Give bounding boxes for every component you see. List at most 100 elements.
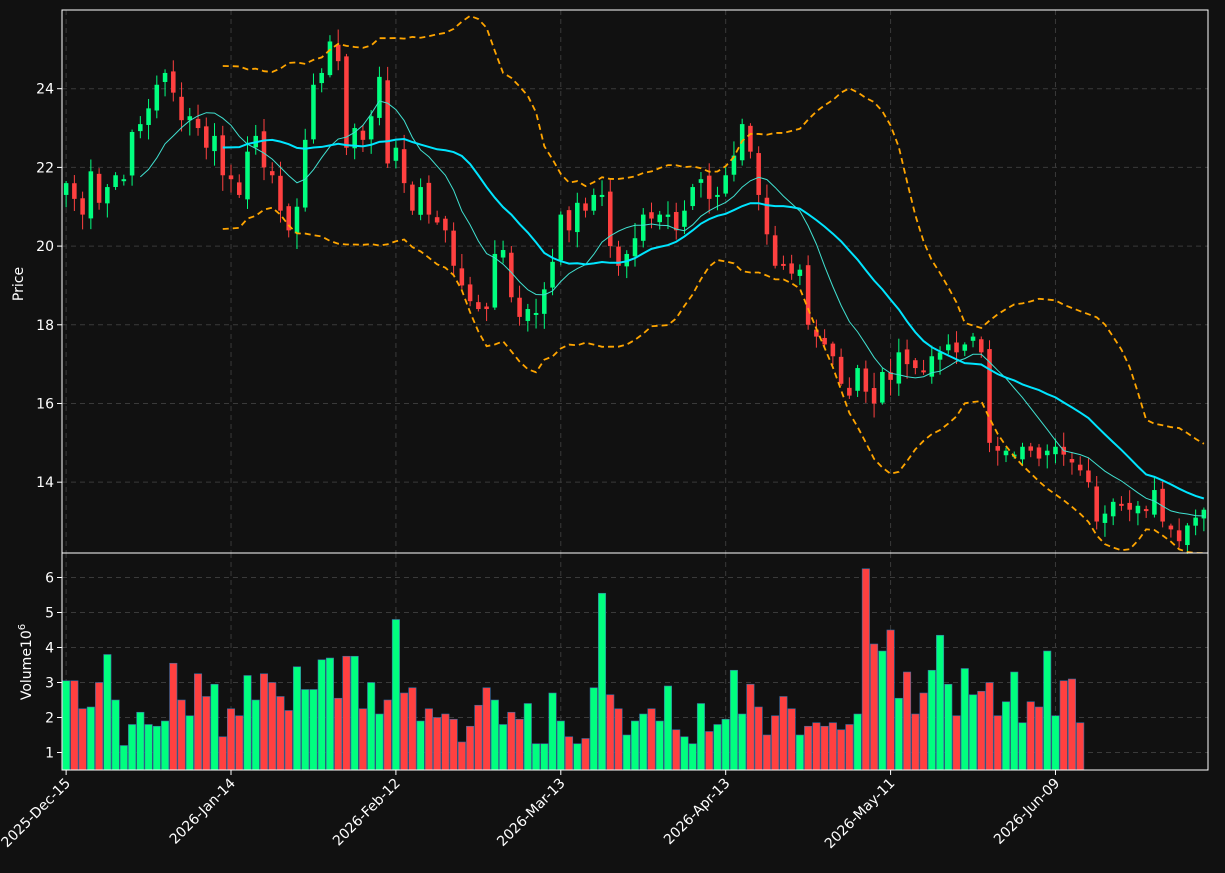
candle-body (665, 214, 671, 217)
volume-bar (878, 650, 887, 771)
volume-bar (565, 736, 574, 771)
candle-body (377, 76, 382, 118)
candle-body (105, 187, 110, 204)
candle-body (1028, 446, 1034, 451)
volume-bar (194, 673, 203, 771)
volume-bar (655, 720, 664, 771)
candle-body (344, 56, 349, 148)
candle-body (1127, 502, 1132, 510)
volume-bar (474, 704, 483, 771)
volume-bar (845, 724, 854, 771)
volume-bar (1018, 722, 1027, 771)
volume-bar (795, 734, 804, 771)
volume-bar (284, 710, 293, 771)
candle-body (904, 349, 910, 365)
candle-body (583, 203, 588, 211)
candle-body (418, 187, 423, 215)
volume-bar (185, 715, 194, 771)
candle-body (1176, 530, 1182, 542)
volume-bar (301, 689, 310, 771)
volume-bar (490, 699, 499, 771)
candle-body (764, 197, 770, 235)
volume-bar (771, 715, 780, 771)
volume-bar (119, 745, 128, 771)
volume-tick-label: 3 (45, 676, 54, 692)
bollinger-lower-line (222, 206, 1204, 553)
volume-bar (235, 715, 244, 771)
price-tick-label: 18 (36, 318, 54, 334)
volume-bar (573, 743, 582, 771)
volume-bar (680, 736, 689, 771)
candle-body (706, 175, 712, 199)
indicator-overlays (139, 14, 1205, 553)
candle-body (121, 179, 127, 182)
volume-bar (408, 687, 417, 771)
volume-bar (787, 708, 796, 771)
volume-axis-scale-exp: 6 (17, 624, 28, 630)
volume-bar (78, 708, 87, 771)
candle-body (772, 235, 778, 266)
candle-body (162, 72, 168, 82)
volume-bar (1010, 671, 1019, 771)
candle-body (509, 252, 514, 298)
candle-body (459, 268, 465, 286)
volume-bar (144, 724, 153, 771)
volume-bar (507, 711, 516, 771)
candle-body (1036, 447, 1042, 459)
candle-body (607, 191, 613, 247)
candle-body (888, 372, 893, 380)
volume-bar (103, 654, 112, 771)
volume-bar (309, 689, 318, 771)
volume-bar (952, 715, 961, 771)
candle-body (171, 71, 176, 93)
volume-bar (334, 697, 343, 771)
volume-bar (762, 734, 771, 771)
candle-body (1143, 509, 1149, 512)
candle-body (154, 84, 160, 111)
candle-body (146, 108, 151, 125)
volume-bar (969, 694, 978, 771)
candle-body (921, 370, 926, 373)
candle-body (575, 202, 580, 233)
volume-bar (746, 683, 755, 771)
candle-body (525, 309, 531, 321)
volume-bar (820, 725, 829, 771)
moving-average-fast-line (139, 100, 1204, 517)
candle-body (929, 356, 935, 377)
candle-body (319, 72, 324, 84)
candle-body (517, 297, 522, 317)
candle-body (690, 187, 695, 207)
candle-body (360, 130, 366, 140)
price-tick-label: 16 (36, 396, 54, 412)
candle-body (542, 289, 547, 314)
candle-body (805, 265, 811, 325)
candle-body (335, 44, 341, 62)
candle-body (599, 194, 605, 197)
candle-body (410, 184, 415, 211)
candle-body (698, 179, 704, 183)
candle-body (278, 175, 283, 211)
volume-bar (688, 743, 697, 771)
candle-body (327, 41, 333, 76)
candle-body (294, 206, 300, 234)
volume-bar (622, 734, 631, 771)
candle-body (1119, 503, 1124, 506)
volume-bar (1026, 701, 1035, 771)
volume-bar (70, 680, 79, 771)
candle-body (657, 214, 663, 223)
volume-bar (581, 738, 590, 771)
volume-bar (375, 713, 384, 771)
volume-bar (136, 711, 145, 771)
volume-bar (911, 713, 920, 771)
candle-body (1053, 446, 1058, 455)
volume-bar (721, 718, 730, 771)
volume-bar (647, 708, 656, 771)
volume-bar (86, 706, 95, 771)
candle-body (138, 124, 143, 132)
volume-bar (977, 690, 986, 771)
candle-body (954, 342, 959, 353)
volume-bar (598, 592, 607, 771)
candle-body (723, 175, 728, 194)
volume-bar (886, 629, 895, 771)
